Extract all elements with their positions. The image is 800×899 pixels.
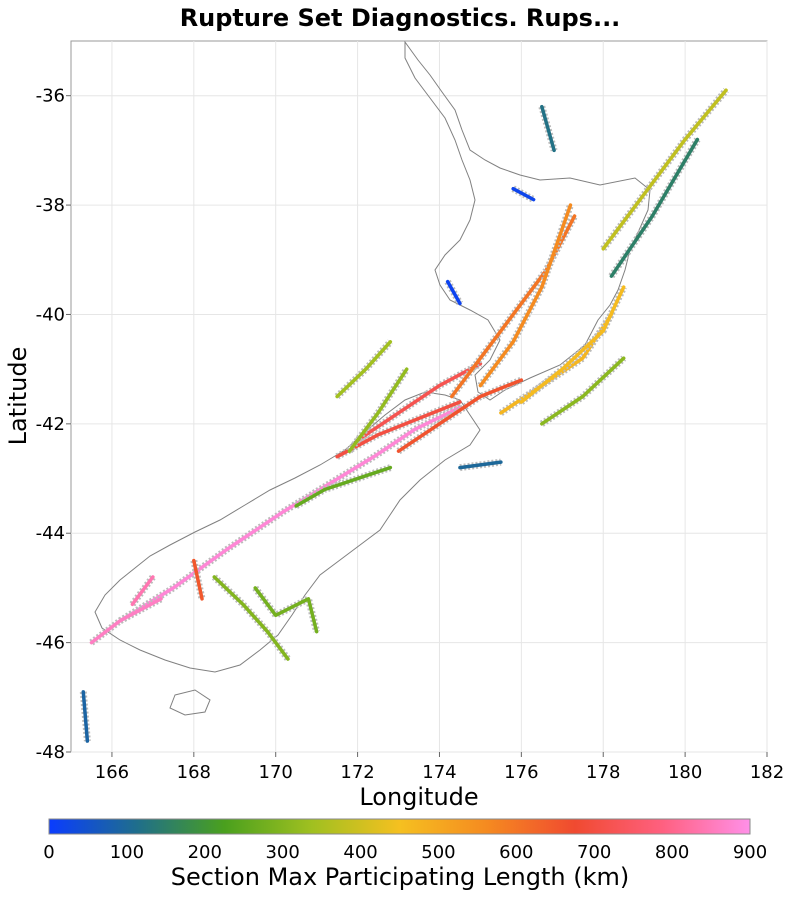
fault-trace [192,558,204,601]
colorbar-tick-label: 600 [499,842,533,863]
x-tick-label: 180 [668,762,702,783]
fault-trace [458,460,503,470]
south-island-coastline [94,391,481,673]
fault-trace [396,378,524,453]
y-tick-label: -38 [36,195,65,216]
y-tick-label: -40 [36,304,65,325]
fault-trace [540,104,556,153]
y-axis-label: Latitude [4,347,32,446]
fault-trace [253,586,319,634]
colorbar-tick-label: 800 [655,842,689,863]
colorbar-tick-label: 300 [265,842,299,863]
fault-trace [355,361,483,443]
x-tick-label: 168 [177,762,211,783]
fault-trace [511,186,536,202]
fault-trace [609,137,700,278]
x-axis-label: Longitude [359,783,478,811]
y-tick-label: -36 [36,86,65,107]
fault-trace [212,575,290,661]
x-tick-label: 166 [95,762,129,783]
coastline [94,41,651,716]
fault-trace [130,575,155,607]
fault-trace [601,88,728,251]
fault-trace [81,690,90,743]
x-tick-label: 170 [259,762,293,783]
stewart-island-coastline [169,689,211,716]
colorbar-tick-label: 400 [343,842,377,863]
x-axis-ticks: 166 168 170 172 174 176 178 180 182 [95,752,784,783]
colorbar-ticks: 0 100 200 300 400 500 600 700 800 900 [43,842,767,863]
x-tick-label: 176 [504,762,538,783]
chart-title: Rupture Set Diagnostics. Rups... [179,4,621,32]
y-tick-label: -44 [36,523,65,544]
y-tick-label: -48 [36,742,65,763]
colorbar-tick-label: 0 [43,842,54,863]
colorbar-label: Section Max Participating Length (km) [171,863,629,891]
y-axis-ticks: -36 -38 -40 -42 -44 -46 -48 [36,86,71,763]
y-tick-label: -46 [36,633,65,654]
y-tick-label: -42 [36,414,65,435]
x-tick-label: 174 [422,762,456,783]
fault-trace [519,285,626,404]
colorbar-tick-label: 900 [733,842,767,863]
plot-area [70,40,768,753]
fault-trace [294,465,393,508]
colorbar-tick-label: 500 [421,842,455,863]
colorbar-tick-label: 200 [188,842,222,863]
x-tick-label: 182 [750,762,784,783]
fault-traces [79,87,729,743]
fault-trace [445,279,462,306]
fault-trace [89,597,163,645]
fault-trace [540,356,626,426]
fault-trace [347,367,409,453]
colorbar-tick-label: 100 [110,842,144,863]
fault-trace [335,340,393,399]
north-island-coastline [404,41,651,401]
colorbar-tick-label: 700 [577,842,611,863]
x-tick-label: 172 [340,762,374,783]
x-tick-label: 178 [586,762,620,783]
fault-trace [478,203,573,388]
colorbar [48,818,751,835]
